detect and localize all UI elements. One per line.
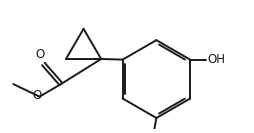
Text: O: O bbox=[35, 48, 44, 61]
Text: OH: OH bbox=[207, 53, 225, 66]
Text: O: O bbox=[32, 89, 41, 102]
